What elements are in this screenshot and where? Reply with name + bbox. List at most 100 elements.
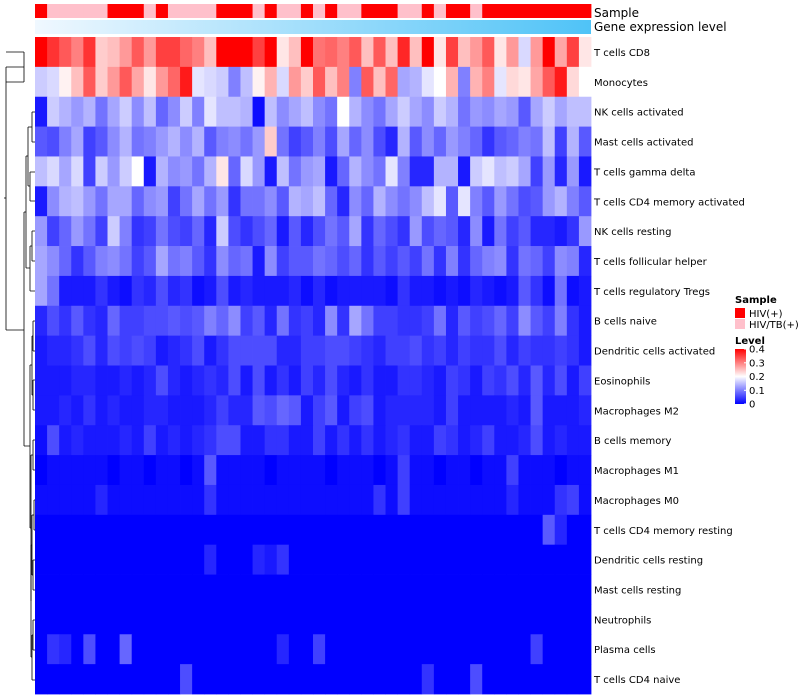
heatmap-cell bbox=[313, 484, 326, 516]
heatmap-cell bbox=[35, 425, 48, 456]
heatmap-cell bbox=[83, 335, 96, 366]
heatmap-cell bbox=[373, 425, 386, 456]
heatmap-cell bbox=[566, 544, 580, 575]
heatmap-cell bbox=[59, 37, 72, 68]
heatmap-cell bbox=[276, 156, 290, 187]
heatmap-cell bbox=[300, 156, 314, 187]
heatmap-cell bbox=[578, 305, 592, 337]
heatmap-cell bbox=[325, 305, 338, 337]
heatmap-cell bbox=[361, 425, 374, 456]
heatmap-cell bbox=[445, 365, 459, 396]
heatmap-cell bbox=[71, 634, 84, 665]
heatmap-cell bbox=[506, 66, 519, 98]
heatmap-cell bbox=[494, 216, 507, 247]
heatmap-cell bbox=[167, 66, 181, 98]
heatmap-cell bbox=[131, 216, 145, 247]
heatmap-cell bbox=[119, 275, 133, 307]
heatmap-cell bbox=[192, 126, 205, 157]
heatmap-cell bbox=[216, 574, 229, 605]
heatmap-cell bbox=[228, 604, 241, 635]
heatmap-cell bbox=[264, 305, 278, 337]
heatmap-cell bbox=[494, 305, 507, 337]
heatmap-cell bbox=[167, 544, 181, 575]
heatmap-cell bbox=[47, 664, 60, 695]
heatmap-cell bbox=[421, 37, 435, 68]
heatmap-cell bbox=[119, 66, 133, 98]
heatmap-cell bbox=[566, 66, 580, 98]
heatmap-cell bbox=[337, 305, 350, 337]
heatmap-cell bbox=[566, 126, 580, 157]
heatmap-cell bbox=[167, 365, 181, 396]
heatmap-cell bbox=[107, 275, 121, 307]
heatmap-cell bbox=[252, 514, 266, 546]
row-label: Eosinophils bbox=[594, 376, 650, 387]
heatmap-cell bbox=[325, 634, 338, 665]
sample-cell bbox=[458, 4, 471, 18]
heatmap-cell bbox=[458, 514, 471, 546]
heatmap-cell bbox=[252, 604, 266, 635]
heatmap-cell bbox=[385, 66, 399, 98]
heatmap-cell bbox=[554, 246, 568, 277]
heatmap-cell bbox=[542, 186, 556, 217]
heatmap-cell bbox=[397, 514, 411, 546]
heatmap-cell bbox=[530, 275, 544, 307]
legend-swatch-hiv bbox=[735, 308, 745, 318]
sample-cell bbox=[95, 4, 108, 18]
heatmap-cell bbox=[95, 455, 108, 486]
heatmap-cell bbox=[59, 634, 72, 665]
heatmap-cell bbox=[276, 425, 290, 456]
heatmap-cell bbox=[433, 216, 447, 247]
level-tick-label: 0 bbox=[749, 400, 755, 411]
heatmap-cell bbox=[216, 216, 229, 247]
heatmap-cell bbox=[131, 455, 145, 486]
heatmap-cell bbox=[325, 37, 338, 68]
heatmap-cell bbox=[59, 335, 72, 366]
heatmap-cell bbox=[180, 305, 193, 337]
heatmap-cell bbox=[566, 664, 580, 695]
sample-cell bbox=[143, 4, 157, 18]
heatmap-cell bbox=[554, 544, 568, 575]
heatmap-cell bbox=[167, 634, 181, 665]
heatmap-cell bbox=[204, 365, 217, 396]
heatmap-cell bbox=[204, 544, 217, 575]
heatmap-cell bbox=[409, 425, 423, 456]
heatmap-cell bbox=[35, 66, 48, 98]
heatmap-cell bbox=[325, 216, 338, 247]
heatmap-cell bbox=[566, 156, 580, 187]
heatmap-cell bbox=[216, 514, 229, 546]
sample-cell bbox=[204, 4, 217, 18]
heatmap-cell bbox=[506, 305, 519, 337]
heatmap-cell bbox=[95, 544, 108, 575]
heatmap-cell bbox=[119, 216, 133, 247]
heatmap-cell bbox=[83, 96, 96, 127]
heatmap-cell bbox=[71, 275, 84, 307]
heatmap-cell bbox=[445, 96, 459, 127]
heatmap-cell bbox=[155, 216, 169, 247]
heatmap-cell bbox=[409, 96, 423, 127]
heatmap-cell bbox=[192, 604, 205, 635]
heatmap-cell bbox=[361, 634, 374, 665]
heatmap-cell bbox=[325, 246, 338, 277]
heatmap-cell bbox=[131, 514, 145, 546]
heatmap-cell bbox=[180, 246, 193, 277]
heatmap-cell bbox=[192, 275, 205, 307]
heatmap-cell bbox=[240, 66, 253, 98]
heatmap-cell bbox=[433, 275, 447, 307]
heatmap-cell bbox=[95, 425, 108, 456]
heatmap-cell bbox=[131, 66, 145, 98]
row-label: Mast cells activated bbox=[594, 138, 693, 149]
heatmap-cell bbox=[47, 604, 60, 635]
heatmap-cell bbox=[361, 335, 374, 366]
heatmap-cell bbox=[445, 514, 459, 546]
heatmap-cell bbox=[494, 664, 507, 695]
heatmap-cell bbox=[300, 246, 314, 277]
heatmap-cell bbox=[143, 96, 157, 127]
heatmap-cell bbox=[433, 604, 447, 635]
heatmap-cell bbox=[240, 275, 253, 307]
heatmap-cell bbox=[337, 275, 350, 307]
heatmap-cell bbox=[506, 544, 519, 575]
heatmap-cell bbox=[143, 425, 157, 456]
heatmap-cell bbox=[155, 246, 169, 277]
legend-label-hiv: HIV(+) bbox=[749, 309, 783, 320]
heatmap-cell bbox=[445, 395, 459, 426]
